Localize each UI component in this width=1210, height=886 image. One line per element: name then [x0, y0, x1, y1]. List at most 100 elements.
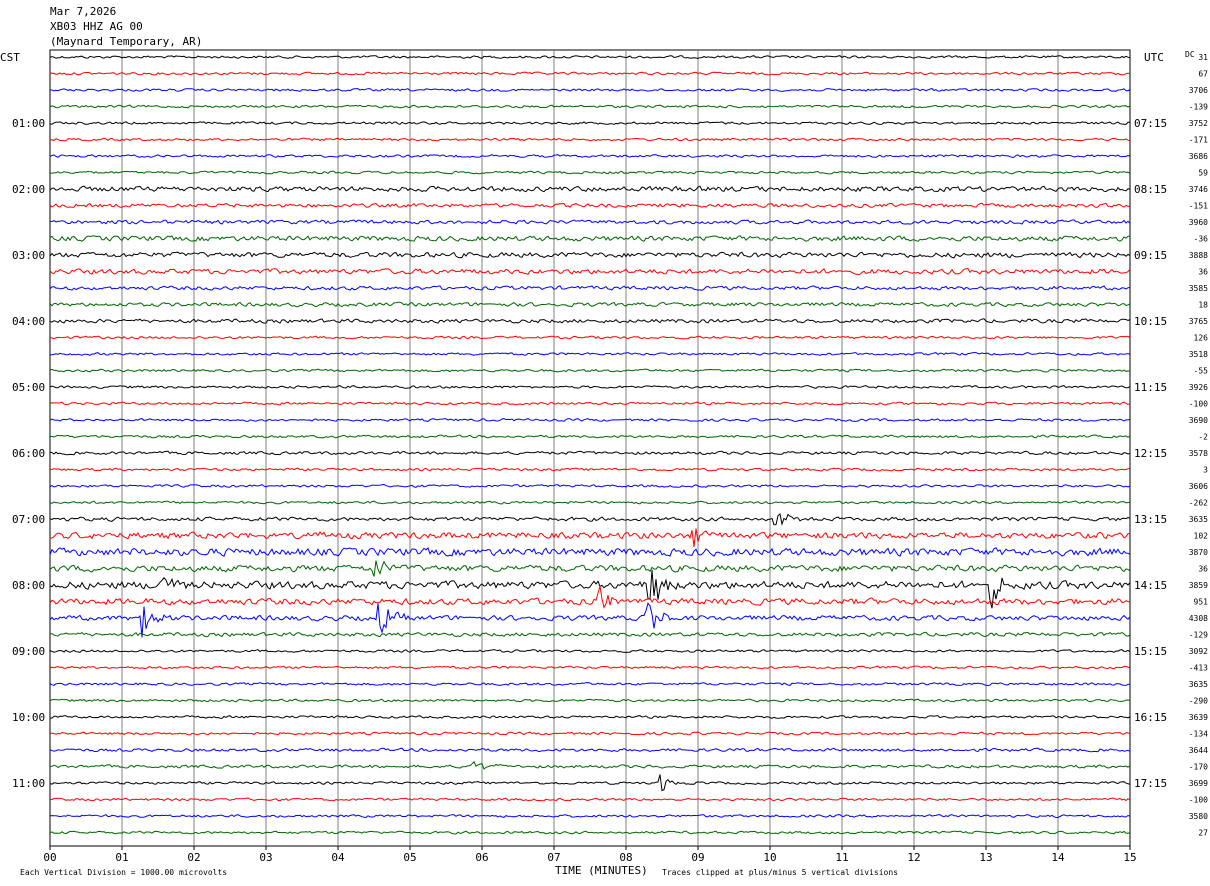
dc-offset-label: 3578 — [1189, 449, 1208, 458]
dc-offset-label: -2 — [1198, 433, 1208, 442]
x-tick-label: 00 — [43, 851, 56, 864]
trace-line — [49, 649, 1131, 653]
right-zone-label: UTC — [1144, 51, 1164, 64]
dc-offset-label: 3 — [1203, 466, 1208, 475]
trace-line — [49, 586, 1131, 609]
right-time-label: 16:15 — [1134, 711, 1167, 724]
right-time-label: 07:15 — [1134, 117, 1167, 130]
traces — [49, 55, 1131, 835]
dc-offset-label: 3926 — [1189, 383, 1208, 392]
dc-offset-label: -55 — [1194, 367, 1209, 376]
dc-offset-label: -151 — [1189, 202, 1208, 211]
dc-offset-label: 36 — [1198, 268, 1208, 277]
trace-line — [49, 71, 1131, 76]
dc-offset-label: 951 — [1194, 598, 1209, 607]
dc-offset-label: 3585 — [1189, 284, 1208, 293]
trace-line — [49, 547, 1131, 557]
dc-offset-label: 3580 — [1189, 812, 1208, 821]
trace-line — [49, 401, 1131, 406]
right-time-label: 13:15 — [1134, 513, 1167, 526]
x-tick-label: 12 — [907, 851, 920, 864]
dc-offset-label: -36 — [1194, 235, 1209, 244]
trace-line — [49, 682, 1131, 687]
x-axis-title: TIME (MINUTES) — [555, 864, 648, 877]
trace-line — [49, 774, 1131, 792]
trace-line — [49, 731, 1131, 736]
dc-offset-label: 4308 — [1189, 614, 1208, 623]
left-zone-label: CST — [0, 51, 20, 64]
x-tick-label: 14 — [1051, 851, 1065, 864]
trace-line — [49, 154, 1131, 158]
dc-offset-label: 3092 — [1189, 647, 1208, 656]
scale-note: Each Vertical Division = 1000.00 microvo… — [20, 868, 227, 877]
x-tick-label: 02 — [187, 851, 200, 864]
trace-line — [49, 450, 1131, 456]
header-location: (Maynard Temporary, AR) — [50, 35, 203, 48]
trace-line — [49, 55, 1131, 59]
x-tick-label: 11 — [835, 851, 848, 864]
right-time-label: 09:15 — [1134, 249, 1167, 262]
dc-offset-label: -139 — [1189, 103, 1208, 112]
dc-offset-label: 3686 — [1189, 152, 1208, 161]
trace-line — [49, 500, 1131, 505]
dc-offset-label: 67 — [1198, 70, 1208, 79]
trace-line — [49, 368, 1131, 373]
left-time-label: 03:00 — [12, 249, 45, 262]
right-time-label: 10:15 — [1134, 315, 1167, 328]
dc-offset-label: 3752 — [1189, 119, 1208, 128]
right-time-label: 12:15 — [1134, 447, 1167, 460]
trace-line — [49, 318, 1131, 324]
dc-offset-label: -129 — [1189, 631, 1208, 640]
trace-line — [49, 602, 1131, 638]
dc-offset-label: -134 — [1189, 730, 1208, 739]
dc-offset-label: 3635 — [1189, 515, 1208, 524]
dc-offset-label: 3870 — [1189, 548, 1208, 557]
x-tick-label: 04 — [331, 851, 345, 864]
right-time-label: 14:15 — [1134, 579, 1167, 592]
trace-line — [49, 569, 1131, 609]
dc-offset-label: -262 — [1189, 499, 1208, 508]
header-date: Mar 7,2026 — [50, 5, 117, 18]
dc-offset-label: 3888 — [1189, 251, 1208, 260]
right-time-label: 17:15 — [1134, 777, 1167, 790]
dc-offset-label: 3706 — [1189, 86, 1208, 95]
clip-note: Traces clipped at plus/minus 5 vertical … — [662, 868, 898, 877]
trace-line — [49, 235, 1131, 242]
dc-offset-label: 3765 — [1189, 317, 1208, 326]
left-time-label: 01:00 — [12, 117, 45, 130]
dc-offset-label: 3690 — [1189, 416, 1208, 425]
trace-line — [49, 830, 1131, 835]
trace-line — [50, 219, 1131, 225]
right-time-label: 08:15 — [1134, 183, 1167, 196]
dc-offset-label: 3699 — [1189, 779, 1208, 788]
trace-line — [50, 760, 1131, 770]
right-time-label: 15:15 — [1134, 645, 1167, 658]
x-tick-label: 03 — [259, 851, 272, 864]
plot-frame — [49, 49, 1131, 847]
trace-line — [49, 665, 1131, 670]
trace-line — [49, 88, 1131, 92]
dc-offset-label: 3639 — [1189, 713, 1208, 722]
time-labels: 00 01 02 03 04 05 06 07 08 09 10 11 12 13 14 15 31 67 3706… — [12, 53, 1208, 864]
left-time-label: 02:00 — [12, 183, 45, 196]
dc-offset-label: -171 — [1189, 136, 1208, 145]
trace-line — [50, 631, 1131, 638]
dc-offset-label: 31 — [1198, 53, 1208, 62]
x-tick-label: 10 — [763, 851, 776, 864]
left-time-label: 11:00 — [12, 777, 45, 790]
trace-line — [49, 335, 1131, 340]
x-tick-label: 07 — [547, 851, 560, 864]
dc-offset-label: -413 — [1189, 664, 1208, 673]
right-time-label: 11:15 — [1134, 381, 1167, 394]
x-tick-label: 01 — [115, 851, 128, 864]
x-tick-label: 05 — [403, 851, 416, 864]
dc-offset-label: -100 — [1189, 400, 1208, 409]
left-time-label: 09:00 — [12, 645, 45, 658]
dc-offset-label: 3746 — [1189, 185, 1208, 194]
trace-line — [49, 814, 1131, 819]
trace-line — [49, 301, 1131, 308]
trace-line — [49, 385, 1131, 389]
x-tick-label: 08 — [619, 851, 632, 864]
header-station: XB03 HHZ AG 00 — [50, 20, 143, 33]
